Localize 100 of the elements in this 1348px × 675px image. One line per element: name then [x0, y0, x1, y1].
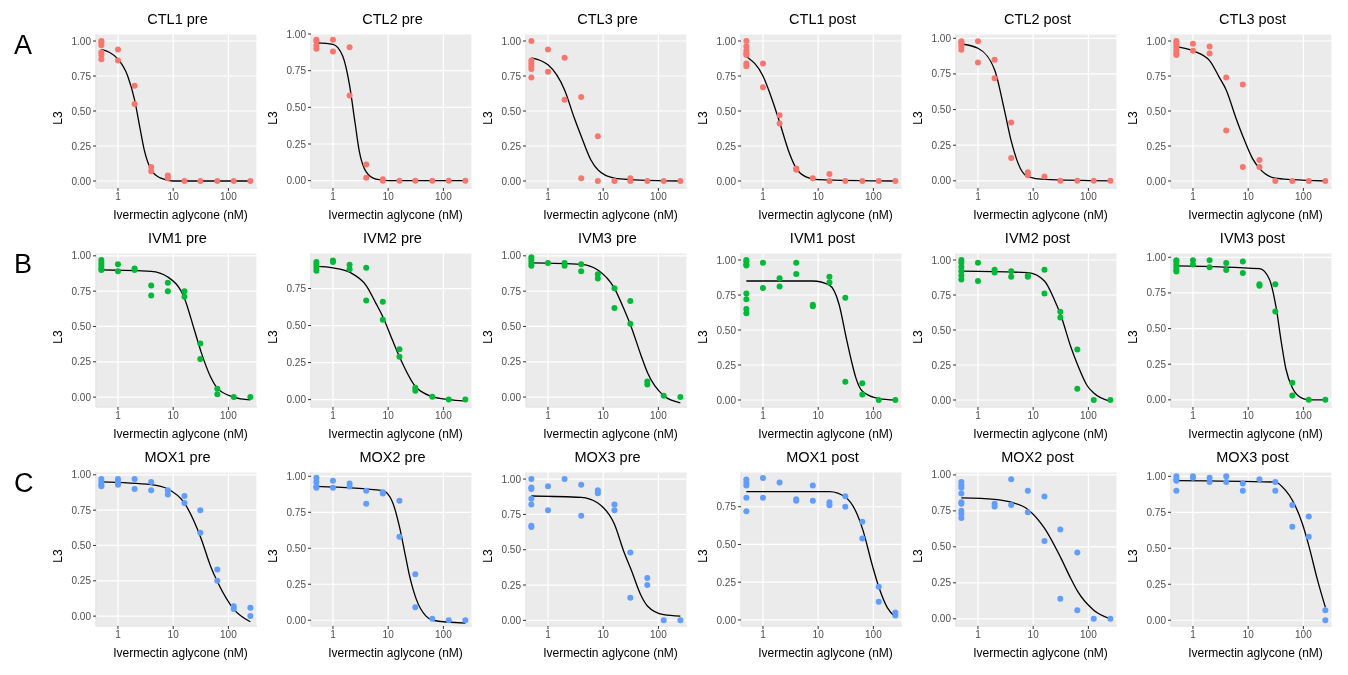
y-axis-title: L3	[696, 111, 710, 125]
y-axis-title: L3	[51, 111, 65, 125]
x-tick-label: 10	[1242, 410, 1255, 422]
y-tick-label: 1.00	[931, 254, 952, 266]
x-tick-label: 100	[1295, 191, 1313, 203]
y-tick-label: 0.75	[931, 289, 952, 301]
y-tick-label: 1.00	[71, 250, 92, 262]
x-tick-label: 100	[865, 629, 883, 641]
x-tick-label: 100	[435, 629, 453, 641]
y-axis-title: L3	[266, 549, 280, 563]
chart-title: MOX2 pre	[358, 448, 427, 467]
y-tick-label: 0.25	[501, 356, 522, 368]
x-tick-label: 1	[760, 410, 767, 422]
y-tick-label: 0.00	[716, 175, 737, 187]
x-axis-title: Ivermectin aglycone (nM)	[327, 426, 464, 443]
x-tick-label: 10	[812, 629, 825, 641]
y-tick-label: 0.75	[1146, 287, 1167, 299]
x-axis-title: Ivermectin aglycone (nM)	[542, 645, 679, 662]
x-tick-label: 10	[382, 191, 395, 203]
y-tick-label: 1.00	[286, 470, 307, 482]
x-tick-label: 1	[1190, 629, 1197, 641]
y-axis-title: L3	[266, 111, 280, 125]
y-tick-label: 0.25	[286, 357, 307, 369]
y-tick-label: 0.50	[716, 324, 737, 336]
x-axis-title: Ivermectin aglycone (nM)	[1187, 645, 1324, 662]
x-tick-label: 1	[115, 191, 122, 203]
y-tick-label: 0.00	[286, 614, 307, 626]
y-tick-label: 0.00	[1146, 394, 1167, 406]
y-tick-label: 0.50	[501, 321, 522, 333]
x-tick-label: 100	[435, 191, 453, 203]
text: A	[14, 30, 33, 60]
x-tick-label: 1	[330, 629, 337, 641]
x-axis-title: Ivermectin aglycone (nM)	[972, 207, 1109, 224]
y-tick-label: 0.25	[1146, 578, 1167, 590]
y-tick-label: 1.00	[501, 473, 522, 485]
y-axis-title: L3	[1126, 330, 1140, 344]
x-tick-label: 10	[167, 410, 180, 422]
y-tick-label: 0.00	[286, 394, 307, 406]
x-tick-label: 100	[1080, 410, 1098, 422]
x-tick-label: 1	[1190, 410, 1197, 422]
y-tick-label: 0.25	[71, 140, 92, 152]
chart-title: CTL3 pre	[576, 10, 639, 29]
chart-title: CTL2 pre	[361, 10, 424, 29]
x-axis-title: Ivermectin aglycone (nM)	[757, 645, 894, 662]
y-tick-label: 1.00	[1146, 251, 1167, 263]
y-tick-label: 0.00	[931, 394, 952, 406]
y-tick-label: 1.00	[931, 469, 952, 481]
y-tick-label: 0.00	[931, 175, 952, 187]
x-tick-label: 1	[330, 410, 337, 422]
y-tick-label: 1.00	[71, 35, 92, 47]
x-axis-title: Ivermectin aglycone (nM)	[972, 426, 1109, 443]
y-tick-label: 0.75	[286, 506, 307, 518]
y-tick-label: 0.75	[1146, 506, 1167, 518]
x-axis-title: Ivermectin aglycone (nM)	[1187, 426, 1324, 443]
y-tick-label: 0.50	[286, 542, 307, 554]
y-tick-label: 0.75	[716, 70, 737, 82]
y-tick-label: 0.75	[931, 505, 952, 517]
x-tick-label: 1	[760, 191, 767, 203]
x-axis-title: Ivermectin aglycone (nM)	[112, 645, 249, 662]
x-tick-label: 1	[115, 410, 122, 422]
y-axis-title: L3	[696, 330, 710, 344]
y-tick-label: 0.50	[931, 104, 952, 116]
x-axis-title: Ivermectin aglycone (nM)	[972, 645, 1109, 662]
y-tick-label: 0.75	[1146, 70, 1167, 82]
y-axis-title: L3	[266, 330, 280, 344]
y-tick-label: 0.00	[716, 614, 737, 626]
y-tick-label: 0.50	[286, 101, 307, 113]
x-axis-title: Ivermectin aglycone (nM)	[1187, 207, 1324, 224]
chart-title: IVM1 post	[788, 229, 857, 248]
x-tick-label: 10	[1242, 629, 1255, 641]
x-tick-label: 100	[865, 410, 883, 422]
y-tick-label: 0.25	[716, 140, 737, 152]
x-tick-label: 1	[545, 410, 552, 422]
y-tick-label: 0.50	[1146, 105, 1167, 117]
x-tick-label: 10	[812, 191, 825, 203]
y-tick-label: 0.50	[286, 320, 307, 332]
y-axis-title: L3	[51, 330, 65, 344]
x-tick-label: 100	[650, 191, 668, 203]
chart-title: MOX2 post	[1000, 448, 1075, 467]
y-tick-label: 0.75	[286, 283, 307, 295]
y-tick-label: 0.75	[501, 285, 522, 297]
y-tick-label: 0.25	[716, 576, 737, 588]
chart-title: IVM3 post	[1218, 229, 1287, 248]
x-tick-label: 10	[382, 629, 395, 641]
x-tick-label: 100	[650, 410, 668, 422]
y-tick-label: 0.25	[1146, 358, 1167, 370]
y-tick-label: 1.00	[501, 250, 522, 262]
y-tick-label: 0.00	[931, 613, 952, 625]
y-tick-label: 0.50	[71, 321, 92, 333]
x-axis-title: Ivermectin aglycone (nM)	[542, 207, 679, 224]
x-tick-label: 1	[545, 191, 552, 203]
x-axis-title: Ivermectin aglycone (nM)	[327, 645, 464, 662]
x-tick-label: 1	[975, 629, 982, 641]
x-tick-label: 1	[760, 629, 767, 641]
y-tick-label: 0.25	[286, 578, 307, 590]
x-axis-title: Ivermectin aglycone (nM)	[112, 207, 249, 224]
y-tick-label: 1.00	[716, 254, 737, 266]
y-tick-label: 0.50	[931, 324, 952, 336]
y-tick-label: 0.75	[71, 70, 92, 82]
y-tick-label: 0.25	[501, 579, 522, 591]
